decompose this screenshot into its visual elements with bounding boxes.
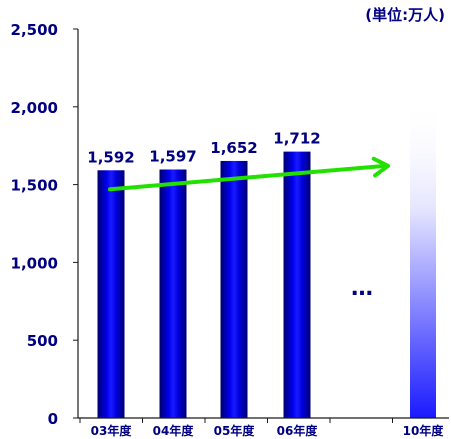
- bar-2: [220, 160, 248, 419]
- y-tick-label: 2,000: [11, 99, 58, 117]
- y-tick-label: 1,000: [11, 254, 58, 272]
- bar-3: [283, 151, 311, 418]
- trend-arrow: [108, 156, 390, 192]
- trend-arrow-line: [108, 163, 386, 192]
- projected-bar: [410, 99, 436, 419]
- bar-value-label: 1,592: [87, 148, 134, 166]
- y-tick-label: 1,500: [11, 177, 58, 195]
- x-category-label: 06年度: [277, 423, 319, 438]
- y-tick-label: 2,500: [11, 21, 58, 39]
- x-category-label: 10年度: [403, 423, 445, 438]
- bar-value-label: 1,712: [273, 130, 320, 148]
- x-category-label: 03年度: [91, 423, 133, 438]
- bar-value-label: 1,652: [210, 139, 257, 157]
- x-category-label: 05年度: [214, 423, 256, 438]
- y-tick-label: 0: [48, 410, 58, 428]
- bar-0: [97, 170, 125, 418]
- trend-arrow-head: [371, 156, 390, 178]
- x-category-label: 04年度: [153, 423, 195, 438]
- y-tick-label: 500: [27, 332, 58, 350]
- unit-label: (単位:万人): [365, 6, 445, 24]
- bar-1: [159, 169, 187, 418]
- ellipsis-mark: …: [351, 276, 373, 301]
- bar-value-label: 1,597: [149, 148, 196, 166]
